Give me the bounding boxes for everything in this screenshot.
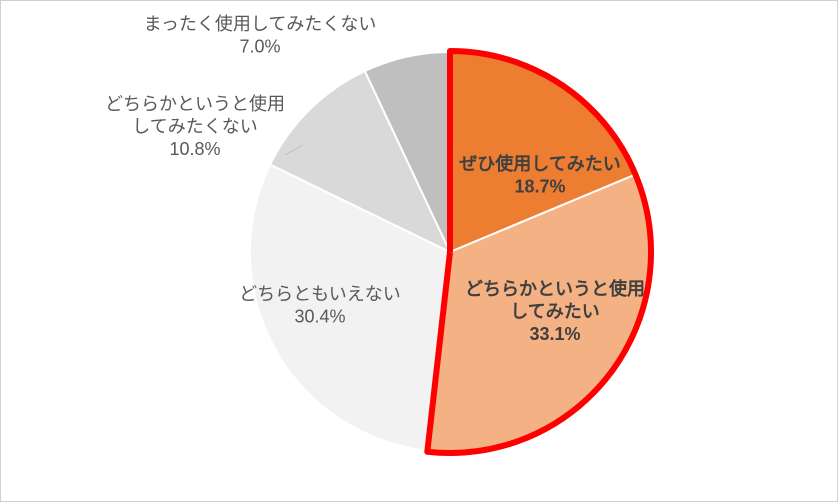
slice-label: まったく使用してみたくない7.0% — [144, 14, 377, 57]
slice-label: どちらかというと使用してみたくない10.8% — [105, 94, 285, 159]
pie-chart: ぜひ使用してみたい18.7%どちらかというと使用してみたい33.1%どちらともい… — [0, 0, 840, 504]
